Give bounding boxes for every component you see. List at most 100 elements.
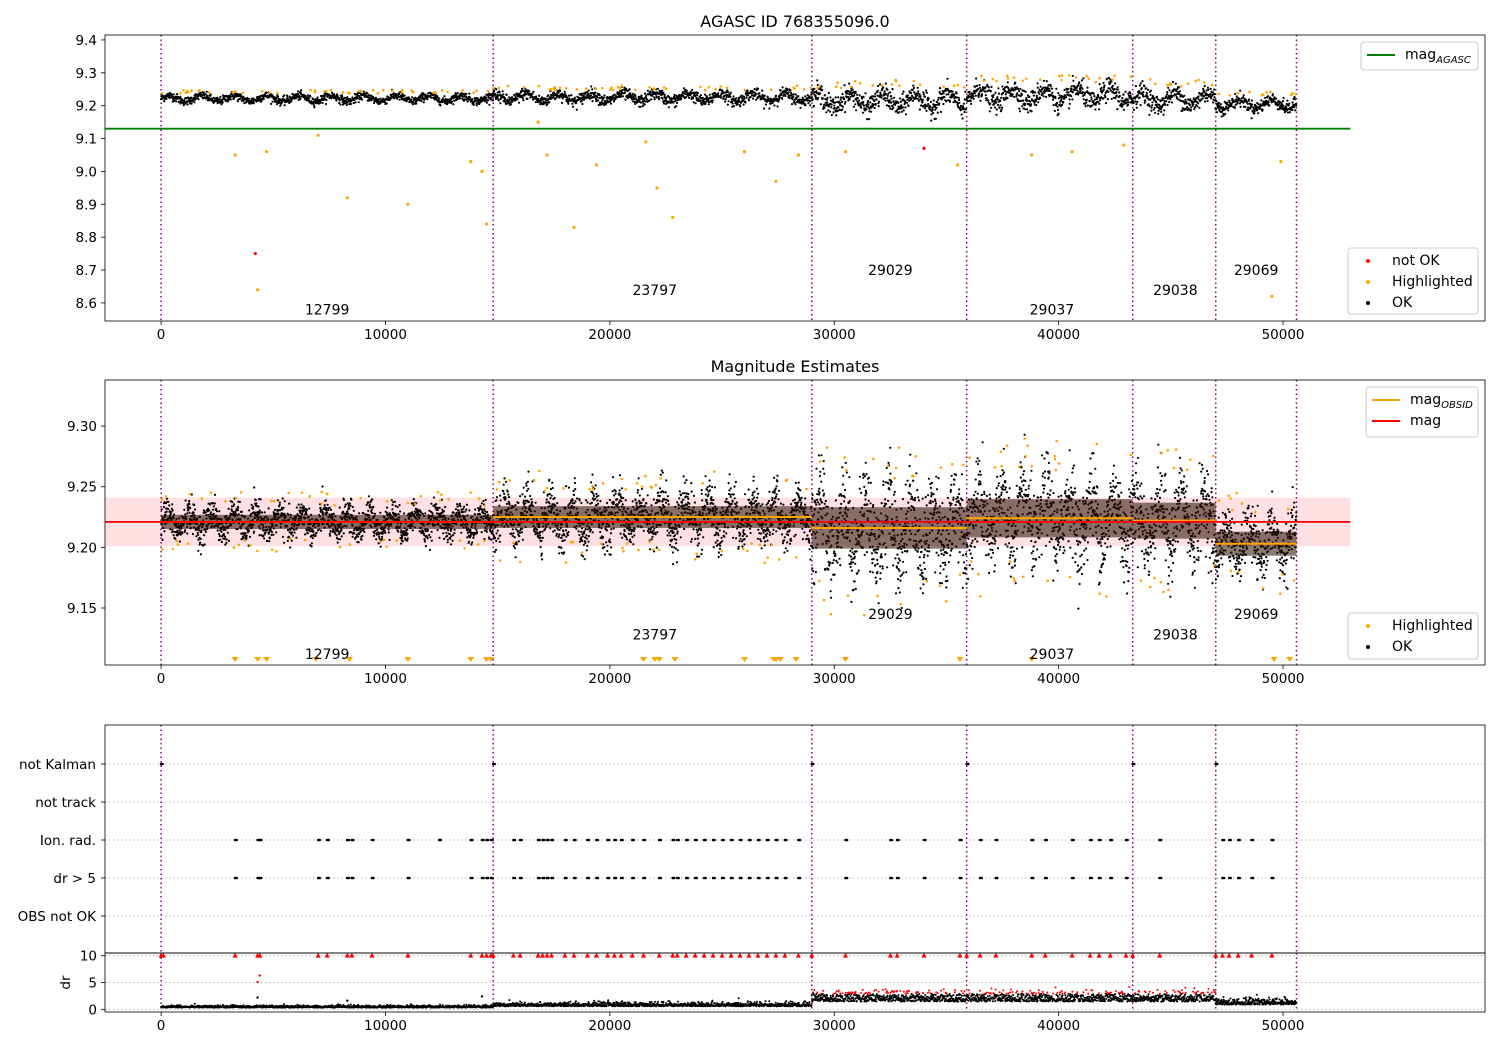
ok-point [384,531,387,535]
ok-point [650,98,653,101]
ok-point [357,535,360,538]
highlighted-point [329,88,333,92]
ok-point [620,94,623,97]
ok-point [339,538,342,541]
ok-point [611,96,614,100]
ok-point [373,101,376,104]
ok-point [540,96,544,99]
ok-point [1002,91,1005,94]
ok-point [248,535,252,539]
ok-point [295,536,298,539]
highlighted-point [197,89,200,93]
ok-point [1070,95,1073,98]
highlighted-point [545,153,549,157]
ok-point [717,92,720,95]
ok-point [499,93,502,96]
ok-point [885,104,889,107]
ok-point [179,95,182,98]
ok-point [560,101,564,104]
ok-point [764,103,768,106]
ok-point [825,98,829,101]
ok-point [289,528,292,531]
ok-point [1286,99,1289,102]
ok-point [267,532,270,535]
ok-point [1233,106,1236,110]
ok-point [396,96,400,99]
ok-point [1230,104,1233,107]
ok-point [276,499,279,502]
not-ok-point [253,252,257,256]
ok-point [1206,97,1209,100]
ok-point [972,97,975,100]
ok-point [876,89,879,92]
ok-point [220,530,223,533]
highlighted-point [655,186,659,190]
ok-point [984,94,987,97]
ok-point [270,102,273,105]
ok-point [927,97,930,100]
ok-point [1138,96,1141,99]
ok-point [516,97,519,100]
ok-point [335,99,338,102]
ok-point [1234,92,1237,96]
ok-point [326,503,329,506]
ok-point [1291,108,1294,111]
ok-point [779,89,782,92]
ok-point [911,88,914,91]
ok-point [276,95,280,98]
ok-point [1065,96,1068,99]
ok-point [315,531,318,535]
ok-point [828,105,831,108]
ok-point [992,93,995,96]
ok-point [878,83,882,86]
ok-point [953,94,956,97]
ok-point [277,512,280,516]
ok-point [1215,100,1218,103]
ok-point [624,98,627,101]
ok-point [815,96,818,99]
highlighted-point [313,89,317,92]
ok-point [171,528,174,532]
ok-point [160,94,164,97]
ok-point [240,510,243,513]
ok-point [324,94,327,97]
ok-point [259,498,262,501]
ok-point [517,101,521,104]
ok-point [501,90,504,93]
ok-point [696,91,699,95]
ok-point [237,500,240,503]
ok-point [868,107,871,110]
ok-point [727,91,730,94]
ok-point [674,99,677,102]
ok-point [1220,115,1223,118]
ok-point [1086,86,1089,89]
ok-point [346,510,349,513]
ok-point [812,92,815,95]
ok-point [833,104,836,107]
ok-point [862,95,865,98]
ok-point [1198,106,1201,109]
ok-point [1293,106,1296,109]
ok-point [702,100,706,103]
ok-point [947,93,950,96]
ok-point [1149,93,1152,96]
ok-point [1253,112,1256,115]
ok-point [699,94,703,97]
ok-point [286,94,289,97]
ok-point [219,538,222,541]
ok-point [784,94,787,97]
ok-point [890,97,893,100]
ok-point [1145,91,1148,94]
ok-point [961,117,964,120]
ok-point [334,532,337,535]
ok-point [675,101,679,104]
ok-point [1022,99,1025,102]
ok-point [1181,100,1184,103]
ok-point [200,94,203,97]
ok-point [958,101,961,104]
ok-point [996,96,999,99]
ok-point [1063,97,1066,100]
highlighted-point [1058,74,1061,78]
